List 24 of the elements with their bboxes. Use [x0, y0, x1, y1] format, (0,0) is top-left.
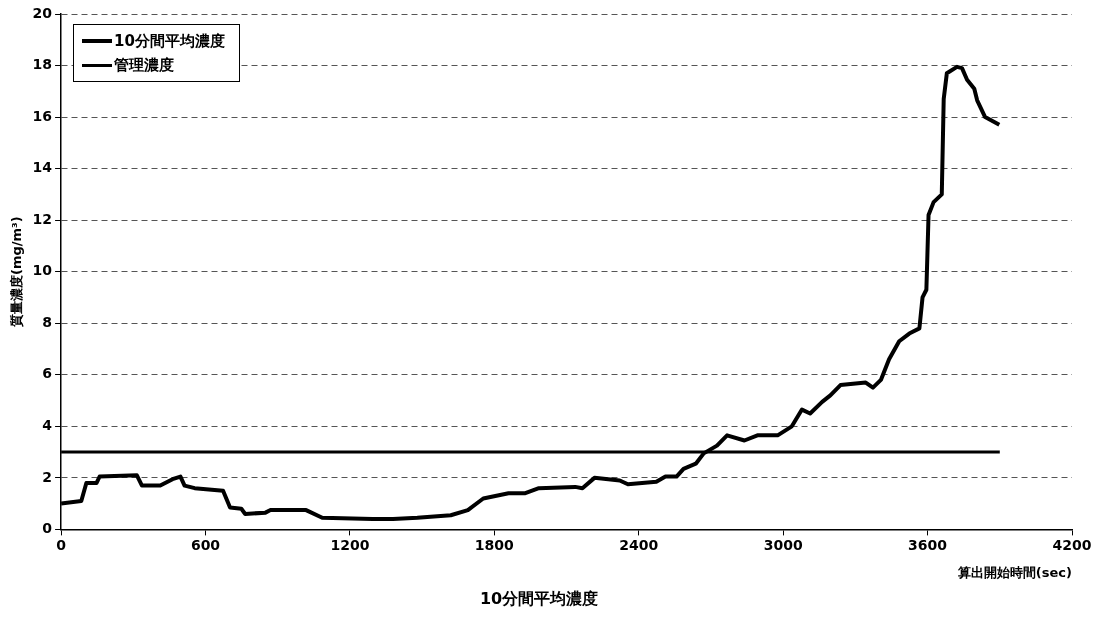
y-tick-label: 20: [32, 4, 53, 21]
y-axis-title: 質量濃度(mg/m³): [9, 216, 25, 329]
y-tick-label: 16: [32, 107, 53, 124]
y-tick-label: 2: [42, 468, 53, 485]
x-tick-label: 3600: [908, 537, 948, 554]
legend-label: 管理濃度: [114, 55, 175, 75]
y-tick-label: 6: [42, 365, 53, 382]
x-axis-title: 算出開始時間(sec): [956, 565, 1072, 581]
y-tick-label: 12: [32, 210, 53, 227]
y-tick-label: 14: [32, 159, 53, 176]
x-tick-label: 1200: [330, 537, 370, 554]
legend-label: 10分間平均濃度: [114, 31, 225, 51]
x-tick-label: 2400: [619, 537, 659, 554]
x-tick-label: 1800: [474, 537, 515, 554]
y-tick-label: 8: [42, 313, 53, 330]
y-tick-label: 4: [42, 416, 53, 433]
text: 10分間平均濃度: [479, 588, 599, 608]
y-tick-label: 0: [42, 520, 53, 537]
x-tick-label: 600: [190, 537, 221, 554]
x-tick-label: 3000: [763, 537, 803, 554]
x-tick-label: 0: [56, 537, 67, 554]
y-tick-label: 18: [32, 56, 53, 73]
x-tick-label: 4200: [1052, 537, 1092, 554]
y-tick-label: 10: [32, 262, 53, 279]
